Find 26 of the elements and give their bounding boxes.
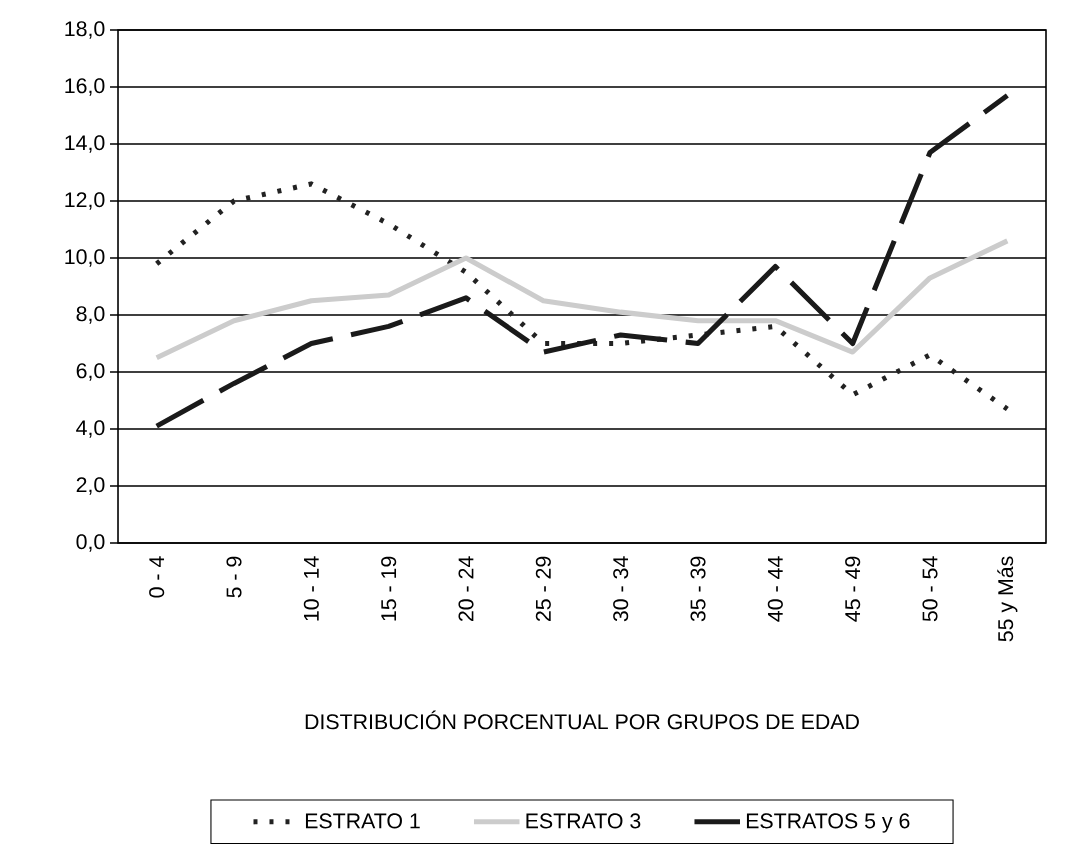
x-tick-label: 5 - 9 xyxy=(226,556,242,598)
y-tick-label: 18,0 xyxy=(65,21,105,39)
x-tick-label: 20 - 24 xyxy=(458,556,474,622)
y-tick-label: 6,0 xyxy=(76,363,105,381)
y-tick-label: 12,0 xyxy=(65,192,105,210)
x-tick-label: 30 - 34 xyxy=(613,556,629,622)
y-tick-label: 10,0 xyxy=(65,249,105,267)
x-tick-label: 55 y Más xyxy=(997,556,1018,642)
y-tick-label: 8,0 xyxy=(76,306,105,324)
x-tick-label: 25 - 29 xyxy=(535,556,551,622)
x-tick-label: 0 - 4 xyxy=(149,556,165,598)
y-tick-label: 16,0 xyxy=(65,78,105,96)
legend-label: ESTRATO 3 xyxy=(526,813,641,829)
x-tick-label: 40 - 44 xyxy=(767,556,783,622)
x-tick-label: 50 - 54 xyxy=(922,556,938,622)
y-tick-label: 0,0 xyxy=(76,534,105,552)
x-axis-title: DISTRIBUCIÓN PORCENTUAL POR GRUPOS DE EDAD xyxy=(305,710,859,730)
legend-label: ESTRATOS 5 y 6 xyxy=(746,813,910,833)
y-tick-label: 14,0 xyxy=(65,135,105,153)
y-tick-label: 2,0 xyxy=(76,477,105,495)
x-tick-label: 45 - 49 xyxy=(845,556,861,622)
x-tick-label: 35 - 39 xyxy=(690,556,706,622)
legend-label: ESTRATO 1 xyxy=(305,813,420,829)
y-tick-label: 4,0 xyxy=(76,420,105,438)
x-tick-label: 10 - 14 xyxy=(303,556,319,621)
x-tick-label: 15 - 19 xyxy=(381,556,397,621)
